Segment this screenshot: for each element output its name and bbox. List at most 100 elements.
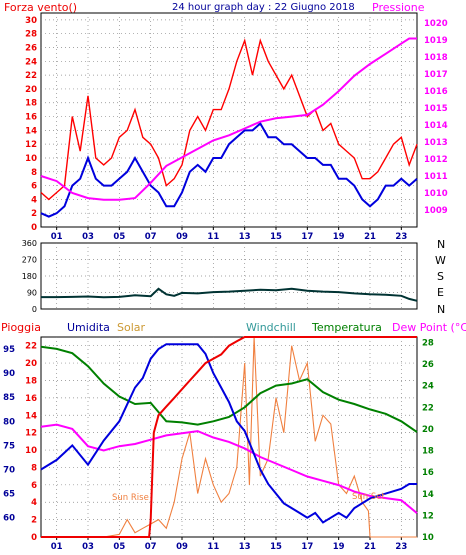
temperature-tick-label: 26 <box>422 360 434 370</box>
wind-tick-label: 8 <box>31 168 37 178</box>
solar-label: Solar <box>117 321 146 334</box>
wind-tick-label: 28 <box>25 30 37 40</box>
pressure-tick-label: 1018 <box>424 53 448 63</box>
compass-n-top: N <box>437 238 445 251</box>
time-tick-label: 19 <box>333 542 345 552</box>
pressure-tick-label: 1017 <box>424 70 448 80</box>
rain-line <box>41 336 417 538</box>
temperature-tick-label: 20 <box>422 425 434 435</box>
temperature-tick-label: 12 <box>422 511 434 521</box>
wind-time-axis: 01 03 05 07 09 11 13 15 17 19 21 23 <box>51 227 407 242</box>
humidity-tick-label: 85 <box>3 393 15 403</box>
rain-tick-label: 6 <box>31 481 37 491</box>
rain-tick-label: 14 <box>25 411 37 421</box>
wind-pressure-chart: Forza vento() 24 hour graph day : 22 Giu… <box>4 1 448 242</box>
rain-tick-label: 10 <box>25 446 37 456</box>
time-tick-label: 07 <box>145 232 157 242</box>
wind-tick-label: 30 <box>25 16 37 26</box>
compass-w: W <box>435 254 446 267</box>
wind-direction-chart: 0 90 180 270 360 N W S E N <box>22 238 446 316</box>
pressure-tick-label: 1015 <box>424 104 448 114</box>
time-tick-label: 01 <box>51 232 63 242</box>
compass-s: S <box>437 270 444 283</box>
humidity-label: Umidita <box>67 321 110 334</box>
wind-tick-label: 12 <box>25 140 37 150</box>
pressure-tick-label: 1012 <box>424 155 448 165</box>
humidity-tick-label: 70 <box>3 466 15 476</box>
wind-tick-label: 16 <box>25 113 37 123</box>
wind-plot-frame <box>40 12 418 228</box>
time-tick-label: 17 <box>301 542 313 552</box>
time-tick-label: 15 <box>270 542 282 552</box>
humidity-tick-label: 90 <box>3 369 15 379</box>
time-tick-label: 07 <box>145 542 157 552</box>
sun-set-label: Sun Set <box>352 492 385 502</box>
time-tick-label: 21 <box>364 232 376 242</box>
pressure-tick-label: 1013 <box>424 138 448 148</box>
time-tick-label: 15 <box>270 232 282 242</box>
temperature-tick-label: 18 <box>422 447 434 457</box>
wind-average-line <box>40 121 418 218</box>
humidity-tick-label: 65 <box>3 490 15 500</box>
time-tick-label: 03 <box>82 232 94 242</box>
chart-date-title: 24 hour graph day : 22 Giugno 2018 <box>172 2 355 13</box>
humidity-tick-label: 80 <box>3 417 15 427</box>
humidity-axis-ticks: 60 65 70 75 80 85 90 95 <box>3 345 15 524</box>
weather-series <box>40 336 418 538</box>
pressure-tick-label: 1011 <box>424 172 448 182</box>
time-tick-label: 01 <box>51 542 63 552</box>
direction-tick-label: 360 <box>22 239 37 248</box>
time-tick-label: 19 <box>333 232 345 242</box>
wind-tick-label: 20 <box>25 85 37 95</box>
weather-grid <box>41 337 417 537</box>
direction-axis-ticks: 0 90 180 270 360 <box>22 239 37 314</box>
direction-tick-label: 180 <box>22 272 37 281</box>
temperature-tick-label: 28 <box>422 338 434 348</box>
rain-tick-label: 16 <box>25 394 37 404</box>
time-tick-label: 11 <box>207 542 219 552</box>
compass-n-bottom: N <box>437 303 445 316</box>
rain-label: Pioggia <box>1 321 41 334</box>
pressure-axis-ticks: 1009 1010 1011 1012 1013 1014 1015 1016 1017 1018… <box>424 19 448 216</box>
wind-tick-label: 10 <box>25 154 37 164</box>
wind-gust-line <box>40 38 418 201</box>
time-tick-label: 05 <box>113 542 125 552</box>
wind-tick-label: 6 <box>31 182 37 192</box>
humidity-tick-label: 75 <box>3 441 15 451</box>
direction-tick-label: 270 <box>22 256 37 265</box>
wind-tick-label: 4 <box>31 195 37 205</box>
direction-tick-label: 0 <box>32 305 37 314</box>
windchill-label: Windchill <box>246 321 296 334</box>
wind-tick-label: 0 <box>31 223 37 233</box>
time-tick-label: 17 <box>301 232 313 242</box>
humidity-tick-label: 60 <box>3 514 15 524</box>
solar-line <box>41 336 417 538</box>
weather-chart: Pioggia Umidita Solar Windchill Temperat… <box>1 321 466 552</box>
rain-tick-label: 8 <box>31 463 37 473</box>
temperature-label: Temperatura <box>311 321 382 334</box>
wind-tick-label: 22 <box>25 71 37 81</box>
pressure-tick-label: 1016 <box>424 87 448 97</box>
temperature-tick-label: 16 <box>422 468 434 478</box>
humidity-tick-label: 95 <box>3 345 15 355</box>
wind-tick-label: 24 <box>25 57 37 67</box>
wind-force-label: Forza vento() <box>4 1 77 14</box>
rain-tick-label: 4 <box>31 498 37 508</box>
wind-tick-label: 18 <box>25 99 37 109</box>
time-tick-label: 13 <box>239 232 251 242</box>
rain-axis-ticks: 0 2 4 6 8 10 12 14 16 18 20 22 <box>25 342 37 543</box>
dew-point-line <box>40 423 418 514</box>
sun-rise-label: Sun Rise <box>112 493 149 503</box>
time-tick-label: 09 <box>176 232 188 242</box>
humidity-line <box>40 343 417 524</box>
wind-series <box>40 37 418 218</box>
wind-tick-label: 26 <box>25 44 37 54</box>
dew-point-label: Dew Point (°C) <box>392 321 466 334</box>
wind-tick-label: 2 <box>31 209 37 219</box>
weather-time-axis: 01 03 05 07 09 11 13 15 17 19 21 23 <box>51 537 407 552</box>
time-tick-label: 23 <box>395 542 407 552</box>
time-tick-label: 21 <box>364 542 376 552</box>
pressure-tick-label: 1019 <box>424 36 448 46</box>
pressure-tick-label: 1014 <box>424 121 448 131</box>
